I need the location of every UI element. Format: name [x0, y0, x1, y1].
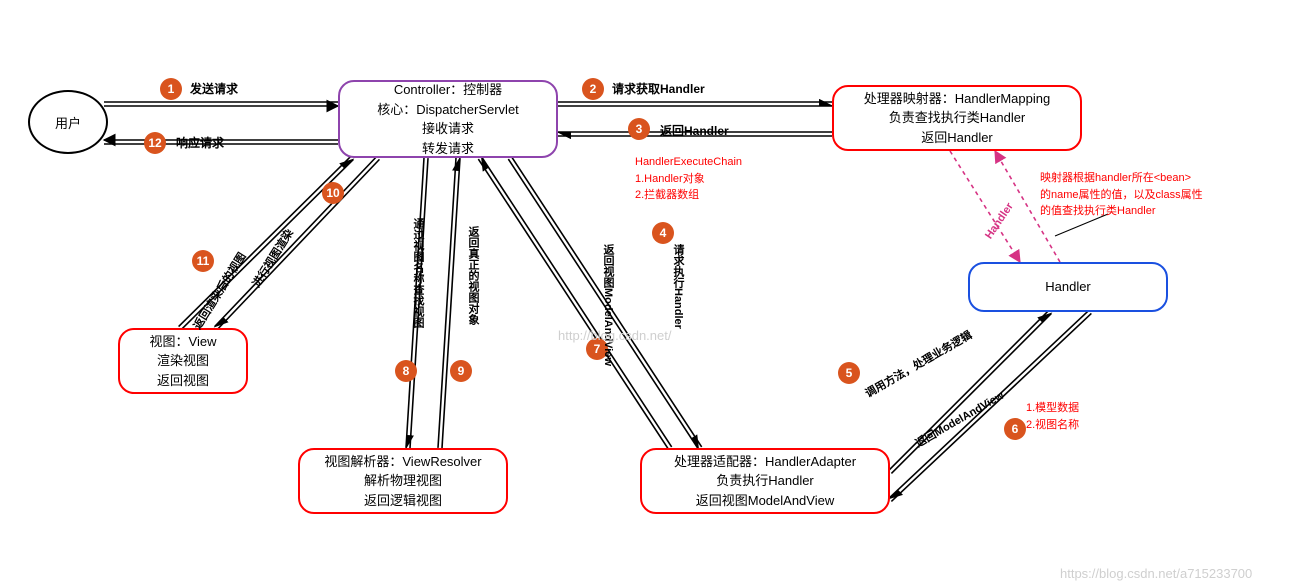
- step-badge-2: 2: [582, 78, 604, 100]
- note-line: 2.拦截器数组: [635, 187, 742, 204]
- handler-node: Handler: [968, 262, 1168, 312]
- edge-label-e1: 发送请求: [190, 80, 238, 97]
- edge-label-e10a: 进行视图渲染: [248, 226, 297, 290]
- step-badge-8: 8: [395, 360, 417, 382]
- node-line: 接收请求: [422, 119, 474, 139]
- edge-label-e4v: 请求执行Handler: [670, 244, 686, 329]
- node-line: 返回Handler: [921, 128, 993, 148]
- node-line: 处理器映射器：HandlerMapping: [864, 89, 1050, 109]
- step-badge-10: 10: [322, 182, 344, 204]
- node-line: 视图解析器：ViewResolver: [324, 452, 481, 472]
- node-line: 返回视图: [157, 371, 209, 391]
- note-model-and-view: 1.模型数据2.视图名称: [1026, 400, 1079, 433]
- edge-label-e12: 响应请求: [176, 134, 224, 151]
- controller-node: Controller：控制器核心：DispatcherServlet接收请求转发…: [338, 80, 558, 158]
- handler-adapter-node: 处理器适配器：HandlerAdapter负责执行Handler返回视图Mode…: [640, 448, 890, 514]
- edge-label-e6a: 返回ModelAndView: [912, 387, 1007, 451]
- node-line: 返回视图ModelAndView: [696, 491, 834, 511]
- node-line: 解析物理视图: [364, 471, 442, 491]
- watermark-footer: https://blog.csdn.net/a715233700: [1060, 566, 1252, 581]
- user-node: 用户: [28, 90, 108, 154]
- handler-mapping-node: 处理器映射器：HandlerMapping负责查找执行类Handler返回Han…: [832, 85, 1082, 151]
- step-badge-11: 11: [192, 250, 214, 272]
- node-line: 处理器适配器：HandlerAdapter: [674, 452, 856, 472]
- step-badge-3: 3: [628, 118, 650, 140]
- step-badge-1: 1: [160, 78, 182, 100]
- edge-label-e3: 返回Handler: [660, 122, 729, 139]
- node-line: 核心：DispatcherServlet: [377, 100, 519, 120]
- step-badge-5: 5: [838, 362, 860, 384]
- node-line: Controller：控制器: [394, 80, 502, 100]
- node-line: 视图：View: [150, 332, 217, 352]
- edge-label-e7v: 返回视图ModelAndView: [600, 244, 616, 366]
- step-badge-4: 4: [652, 222, 674, 244]
- note-line: 的name属性的值，以及class属性: [1040, 187, 1203, 204]
- note-line: HandlerExecuteChain: [635, 154, 742, 171]
- note-mapping-explain: 映射器根据handler所在<bean>的name属性的值，以及class属性的…: [1040, 170, 1203, 220]
- node-line: 转发请求: [422, 139, 474, 159]
- node-line: Handler: [1045, 277, 1091, 297]
- node-line: 负责执行Handler: [716, 471, 814, 491]
- note-line: 映射器根据handler所在<bean>: [1040, 170, 1203, 187]
- view-node: 视图：View渲染视图返回视图: [118, 328, 248, 394]
- note-line: 的值查找执行类Handler: [1040, 203, 1203, 220]
- edge-label-e5a: 调用方法，处理业务逻辑: [862, 327, 975, 401]
- node-line: 渲染视图: [157, 351, 209, 371]
- node-line: 返回逻辑视图: [364, 491, 442, 511]
- node-line: 负责查找执行类Handler: [889, 108, 1026, 128]
- edge-label-e8v: 通过视图名称查找视图: [410, 218, 426, 328]
- step-badge-12: 12: [144, 132, 166, 154]
- edge-label-e9v: 返回真正的视图对象: [465, 226, 481, 325]
- step-badge-6: 6: [1004, 418, 1026, 440]
- edge-label-handlerDotted: Handler: [983, 201, 1016, 242]
- note-line: 2.视图名称: [1026, 417, 1079, 434]
- user-label: 用户: [55, 113, 81, 132]
- note-handler-execute-chain: HandlerExecuteChain1.Handler对象2.拦截器数组: [635, 154, 742, 204]
- note-line: 1.Handler对象: [635, 171, 742, 188]
- watermark-center: http://blog.csdn.net/: [558, 328, 671, 343]
- edge-label-e2: 请求获取Handler: [612, 80, 705, 97]
- note-line: 1.模型数据: [1026, 400, 1079, 417]
- view-resolver-node: 视图解析器：ViewResolver解析物理视图返回逻辑视图: [298, 448, 508, 514]
- step-badge-9: 9: [450, 360, 472, 382]
